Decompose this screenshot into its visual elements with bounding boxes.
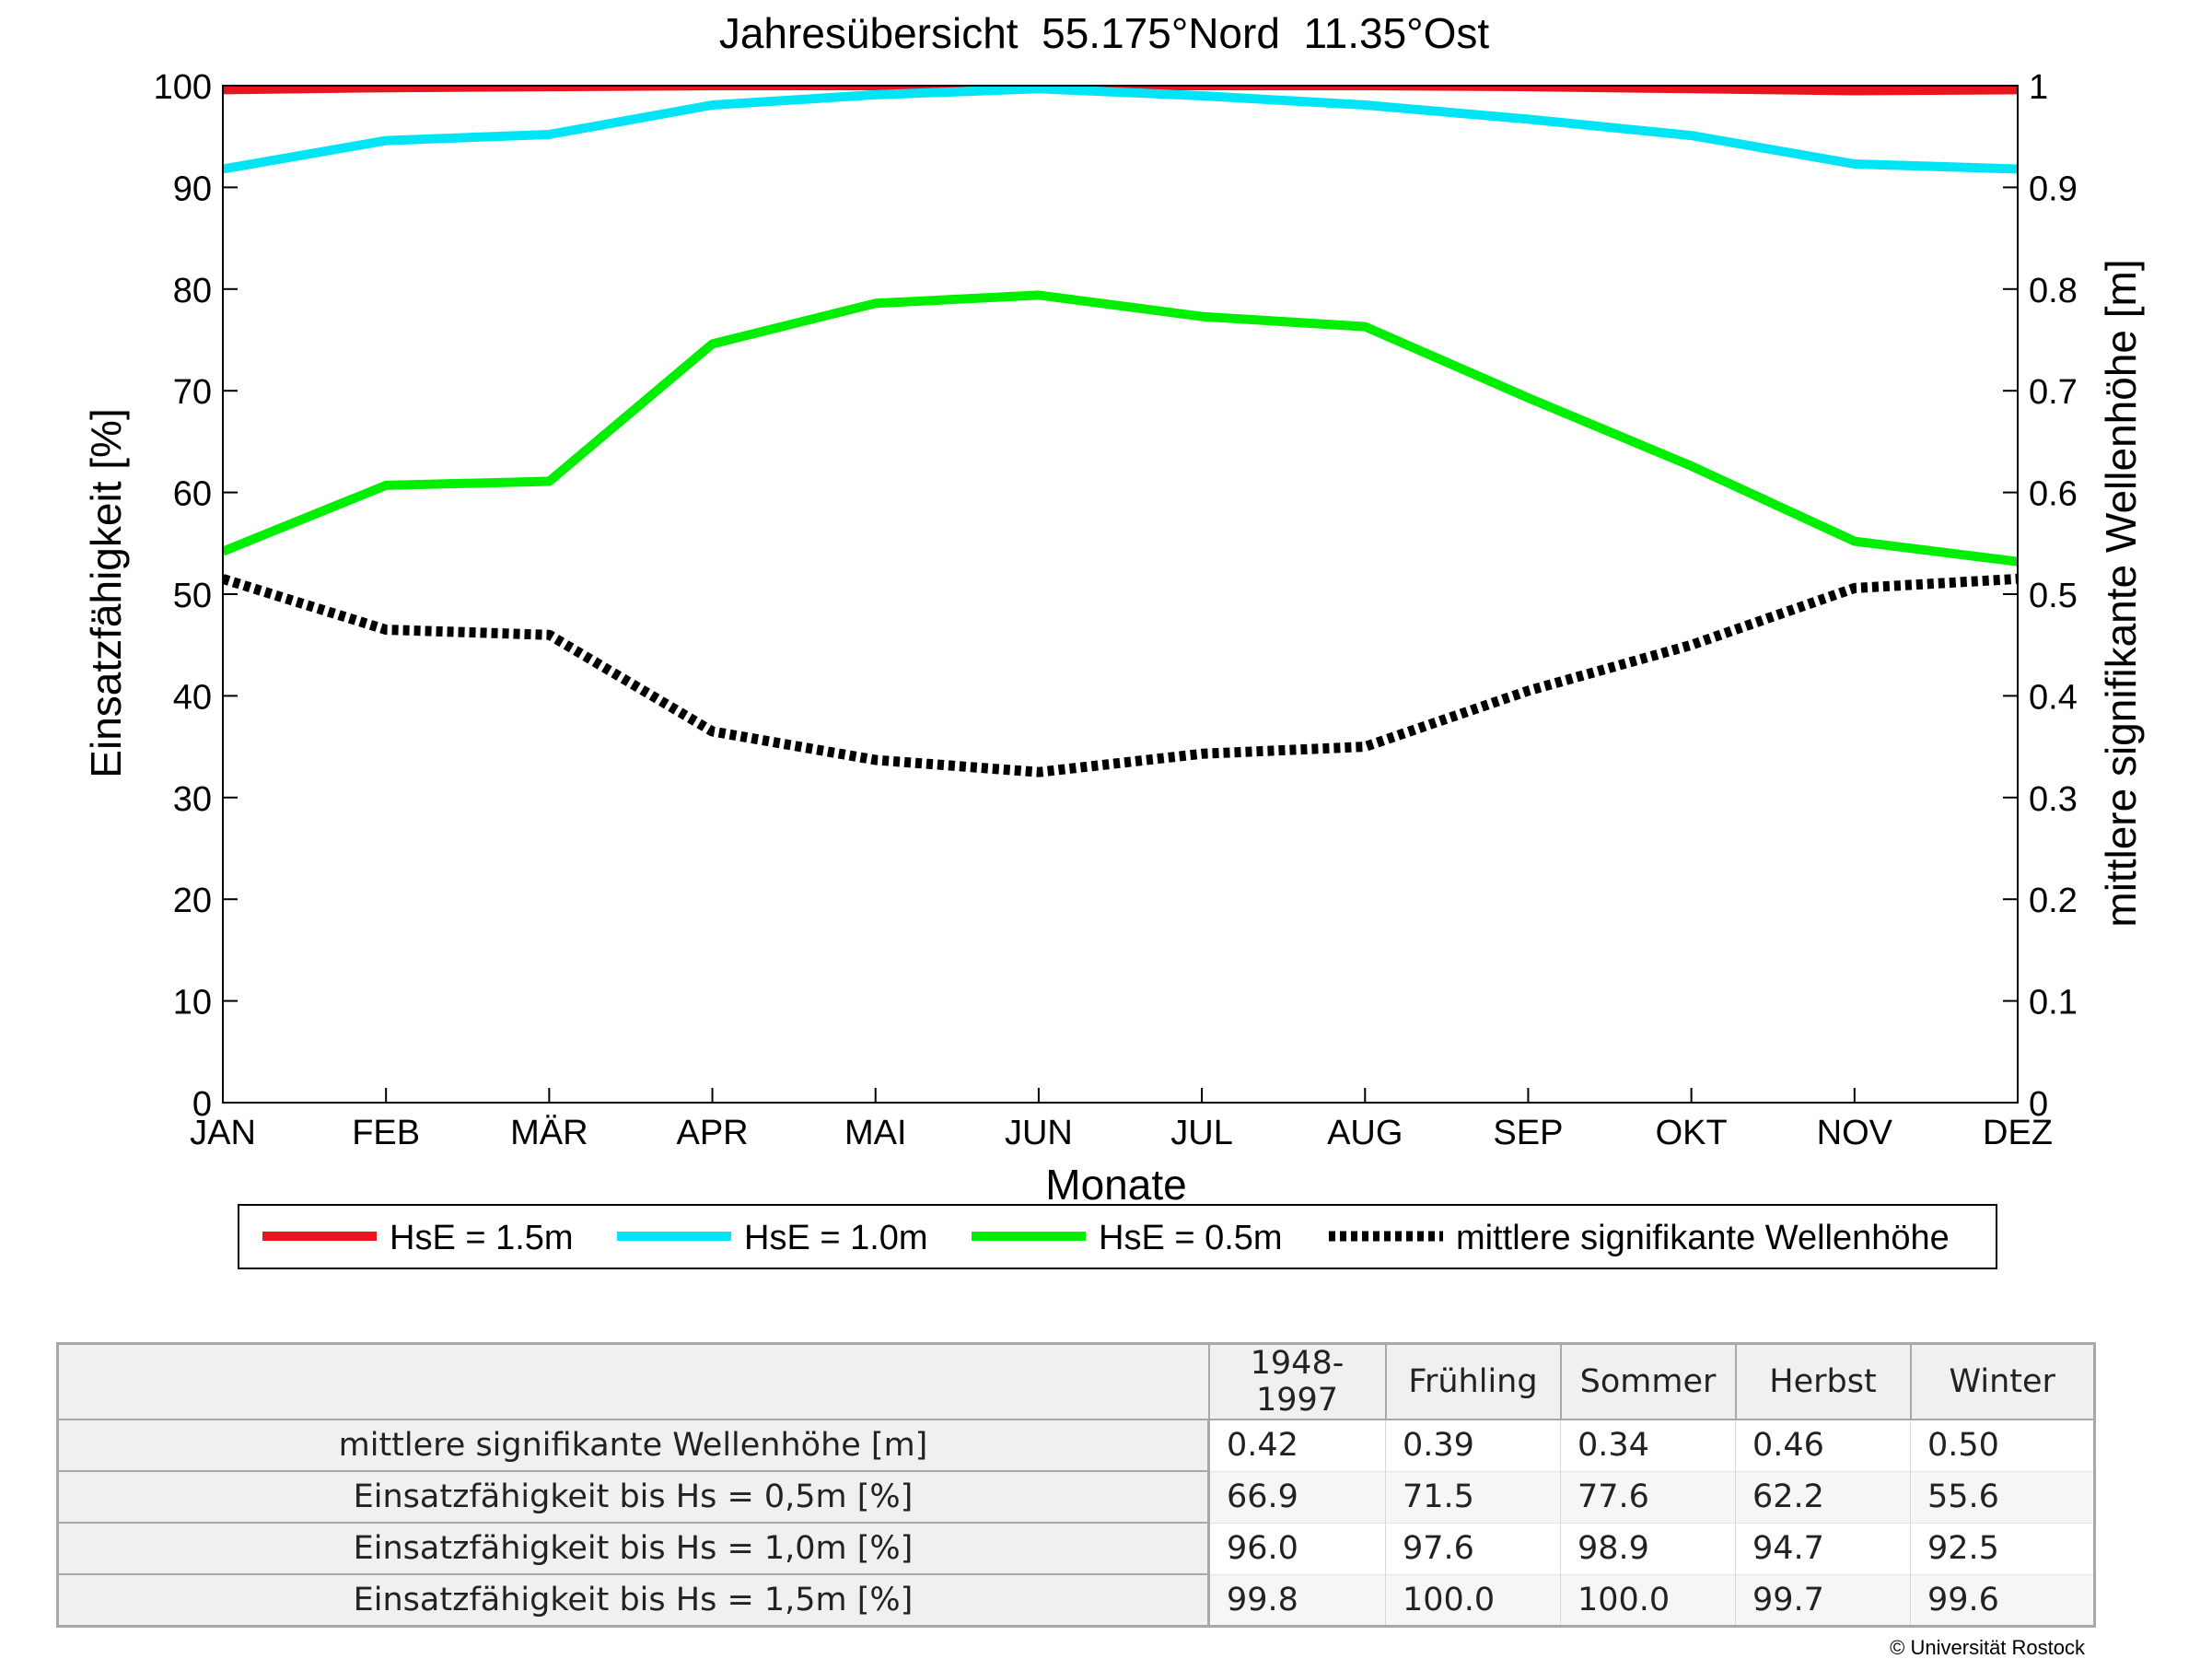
x-axis-label: Monate xyxy=(1045,1161,1186,1209)
plot-area xyxy=(223,86,2018,777)
x-tick-label: FEB xyxy=(352,1114,420,1152)
table-row: Einsatzfähigkeit bis Hs = 1,5m [%] 99.8 … xyxy=(57,1573,2095,1626)
y-tick-label-left: 40 xyxy=(173,678,212,717)
legend: HsE = 1.5m HsE = 1.0m HsE = 0.5m mittlere s… xyxy=(238,1204,1997,1269)
table-cell: 0.42 xyxy=(1208,1419,1386,1471)
legend-label-2: HsE = 0.5m xyxy=(1099,1219,1283,1257)
table-cell: 0.34 xyxy=(1560,1419,1736,1471)
header-spring: Frühling xyxy=(1384,1343,1561,1420)
y-tick-label-left: 50 xyxy=(173,577,212,615)
table-cell: 62.2 xyxy=(1735,1470,1911,1523)
y-axis-label-right: mittlere signifikante Wellenhöhe [m] xyxy=(2097,259,2145,927)
statistics-table: 1948-1997 Frühling Sommer Herbst Winter … xyxy=(56,1342,2096,1628)
x-tick-label: AUG xyxy=(1327,1114,1403,1152)
table-cell: 66.9 xyxy=(1208,1470,1386,1523)
y-tick-label-right: 0.1 xyxy=(2029,984,2078,1022)
y-tick-label-left: 90 xyxy=(173,169,212,208)
y-tick-label-left: 0 xyxy=(192,1085,212,1124)
x-tick-label: JUL xyxy=(1170,1114,1233,1152)
row-label: Einsatzfähigkeit bis Hs = 1,0m [%] xyxy=(57,1522,1210,1574)
y-tick-label-left: 70 xyxy=(173,373,212,412)
y-tick-label-right: 0.2 xyxy=(2029,882,2078,920)
table-cell: 96.0 xyxy=(1208,1522,1386,1574)
table-cell: 77.6 xyxy=(1560,1470,1736,1523)
copyright-notice: © Universität Rostock xyxy=(1890,1636,2085,1659)
header-autumn: Herbst xyxy=(1734,1343,1911,1420)
x-tick-label: OKT xyxy=(1656,1114,1728,1152)
table-cell: 97.6 xyxy=(1385,1522,1561,1574)
y-tick-label-right: 0.7 xyxy=(2029,373,2078,412)
y-tick-label-left: 60 xyxy=(173,475,212,514)
y-tick-label-left: 100 xyxy=(154,68,212,107)
y-tick-label-right: 0.3 xyxy=(2029,780,2078,819)
table-cell: 99.8 xyxy=(1208,1573,1386,1626)
x-tick-label: APR xyxy=(676,1114,748,1152)
y-tick-label-left: 80 xyxy=(173,272,212,310)
x-tick-label: JAN xyxy=(190,1114,256,1152)
row-label: Einsatzfähigkeit bis Hs = 0,5m [%] xyxy=(57,1470,1210,1523)
plot-frame xyxy=(222,85,2019,1104)
table-cell: 71.5 xyxy=(1385,1470,1561,1523)
table-cell: 0.50 xyxy=(1910,1419,2095,1471)
table-cell: 99.7 xyxy=(1735,1573,1911,1626)
x-tick-label: DEZ xyxy=(1983,1114,2053,1152)
series-group xyxy=(223,86,2018,777)
series-line-2 xyxy=(223,290,2018,567)
series-line-3 xyxy=(223,573,2018,777)
table-cell: 92.5 xyxy=(1910,1522,2095,1574)
table-cell: 100.0 xyxy=(1560,1573,1736,1626)
table-cell: 94.7 xyxy=(1735,1522,1911,1574)
x-tick-label: JUN xyxy=(1005,1114,1073,1152)
table-cell: 98.9 xyxy=(1560,1522,1736,1574)
y-tick-label-right: 0.4 xyxy=(2029,678,2078,717)
axes: 0 10 20 30 40 50 60 70 80 90 100 0 0.1 0.2 0.3 0.4 0.5 0.… xyxy=(154,68,2078,1152)
y-tick-label-right: 0.9 xyxy=(2029,169,2078,208)
table-cell: 0.46 xyxy=(1735,1419,1911,1471)
header-summer: Sommer xyxy=(1559,1343,1736,1420)
legend-box xyxy=(238,1204,1997,1269)
table-cell: 55.6 xyxy=(1910,1470,2095,1523)
chart-title: Jahresübersicht 55.175°Nord 11.35°Ost xyxy=(719,9,1490,57)
table-row: Einsatzfähigkeit bis Hs = 1,0m [%] 96.0 … xyxy=(57,1522,2095,1574)
table-cell: 0.39 xyxy=(1385,1419,1561,1471)
table-corner xyxy=(57,1343,1209,1420)
x-tick-label: MAI xyxy=(844,1114,907,1152)
table-row: Einsatzfähigkeit bis Hs = 0,5m [%] 66.9 … xyxy=(57,1470,2095,1523)
table-cell: 99.6 xyxy=(1910,1573,2095,1626)
legend-label-0: HsE = 1.5m xyxy=(390,1219,574,1257)
table-row: mittlere signifikante Wellenhöhe [m] 0.4… xyxy=(57,1419,2095,1471)
y-tick-label-right: 1 xyxy=(2029,68,2048,107)
y-axis-label-left: Einsatzfähigkeit [%] xyxy=(82,408,130,777)
row-label: Einsatzfähigkeit bis Hs = 1,5m [%] xyxy=(57,1573,1210,1626)
table-header-row: 1948-1997 Frühling Sommer Herbst Winter xyxy=(57,1343,2095,1420)
x-tick-label: SEP xyxy=(1493,1114,1563,1152)
y-tick-label-right: 0.5 xyxy=(2029,577,2078,615)
y-tick-label-right: 0.8 xyxy=(2029,272,2078,310)
x-tick-label: MÄR xyxy=(510,1114,588,1152)
y-tick-label-left: 30 xyxy=(173,780,212,819)
series-line-0 xyxy=(223,86,2018,96)
header-period: 1948-1997 xyxy=(1207,1343,1386,1420)
series-line-1 xyxy=(223,86,2018,174)
table-cell: 100.0 xyxy=(1385,1573,1561,1626)
x-tick-label: NOV xyxy=(1817,1114,1893,1152)
row-label: mittlere signifikante Wellenhöhe [m] xyxy=(57,1419,1210,1471)
legend-label-3: mittlere signifikante Wellenhöhe xyxy=(1456,1219,1950,1257)
y-tick-label-right: 0 xyxy=(2029,1085,2048,1124)
header-winter: Winter xyxy=(1909,1343,2095,1420)
legend-label-1: HsE = 1.0m xyxy=(744,1219,928,1257)
y-tick-label-left: 10 xyxy=(173,984,212,1022)
y-tick-label-right: 0.6 xyxy=(2029,475,2078,514)
y-tick-label-left: 20 xyxy=(173,882,212,920)
